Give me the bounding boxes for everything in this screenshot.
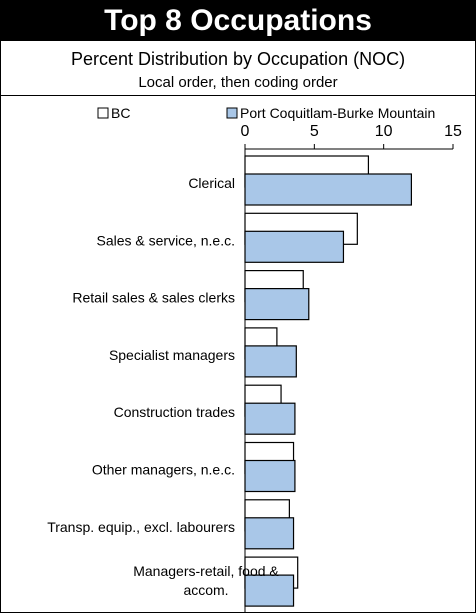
category-label: Transp. equip., excl. labourers xyxy=(47,519,235,535)
category-label: Specialist managers xyxy=(109,347,235,363)
x-tick-label: 5 xyxy=(310,123,319,140)
page-title: Top 8 Occupations xyxy=(1,1,475,41)
bar-local xyxy=(244,345,297,378)
category-label: Sales & service, n.e.c. xyxy=(96,232,235,248)
bar-local xyxy=(244,230,345,263)
category-label: Construction trades xyxy=(114,404,235,420)
category-label: Other managers, n.e.c. xyxy=(92,462,235,478)
legend-label-local: Port Coquitlam-Burke Mountain xyxy=(240,105,435,121)
x-tick-label: 0 xyxy=(241,123,250,140)
bar-local xyxy=(244,402,296,435)
x-tick-label: 15 xyxy=(444,123,462,140)
bar-local xyxy=(244,574,295,607)
chart-subtitle-2: Local order, then coding order xyxy=(138,74,338,91)
category-label: Managers-retail, food & xyxy=(133,563,279,579)
bar-local xyxy=(244,459,296,493)
bar-local xyxy=(244,517,295,550)
category-label: Clerical xyxy=(188,175,235,191)
category-label-line-2: accom. xyxy=(183,582,228,598)
legend-label-bc: BC xyxy=(111,105,130,121)
bar-local xyxy=(244,173,412,206)
category-label: Retail sales & sales clerks xyxy=(72,290,235,306)
legend-swatch-local xyxy=(226,107,238,119)
separator xyxy=(1,95,475,96)
bar-local xyxy=(244,288,310,321)
x-tick-label: 10 xyxy=(375,123,393,140)
legend-swatch-bc xyxy=(97,107,109,119)
chart-subtitle: Percent Distribution by Occupation (NOC) xyxy=(70,49,406,69)
